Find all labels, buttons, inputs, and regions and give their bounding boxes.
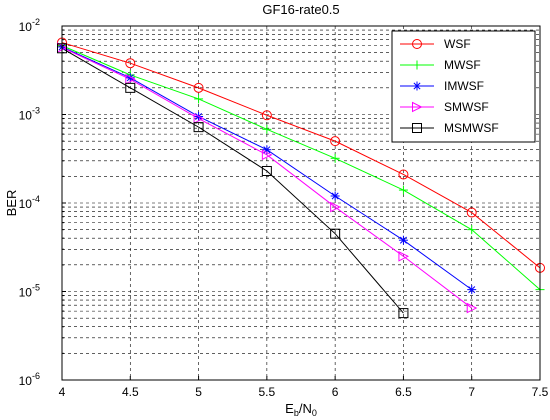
- marker-smwsf: [125, 73, 136, 85]
- marker-mwsf: [330, 153, 340, 163]
- legend-label: MSMWSF: [444, 121, 499, 135]
- legend-marker: [412, 123, 422, 133]
- chart-title: GF16-rate0.5: [262, 2, 339, 17]
- marker-mwsf: [467, 225, 477, 235]
- legend-label: SMWSF: [444, 100, 489, 114]
- x-axis-label-main: E: [285, 401, 294, 416]
- legend-entry-imwsf: IMWSF: [400, 79, 484, 93]
- marker-mwsf: [194, 94, 204, 104]
- marker-smwsf: [261, 149, 273, 161]
- marker-imwsf: [330, 191, 340, 201]
- series-line-mwsf: [61, 45, 541, 291]
- series-line-msmwsf: [61, 47, 404, 314]
- marker-wsf: [193, 82, 204, 93]
- x-axis-ticks: 4 4.5 5 5.5 6 6.5 7 7.5: [59, 376, 549, 399]
- legend-label: MWSF: [444, 58, 481, 72]
- legend-marker: [412, 39, 422, 49]
- x-tick-label: 7.5: [532, 385, 549, 399]
- x-tick-label: 6.5: [395, 385, 412, 399]
- legend-marker: [412, 60, 422, 70]
- y-tick-label: 10-6: [19, 371, 40, 388]
- x-axis-label-mid: /N: [299, 401, 312, 416]
- marker-msmwsf: [261, 165, 272, 176]
- marker-wsf: [398, 169, 409, 180]
- x-tick-label: 5: [195, 385, 202, 399]
- x-axis-label-sub2: 0: [312, 408, 317, 418]
- x-axis-label-sub1: b: [294, 408, 299, 418]
- x-tick-label: 5.5: [259, 385, 276, 399]
- marker-wsf: [261, 110, 272, 121]
- legend-label: IMWSF: [444, 79, 484, 93]
- marker-wsf: [330, 136, 341, 147]
- marker-msmwsf: [330, 228, 341, 239]
- legend-entry-mwsf: MWSF: [400, 58, 481, 72]
- legend-entry-wsf: WSF: [400, 37, 471, 51]
- marker-smwsf: [466, 302, 478, 314]
- x-tick-label: 4: [59, 385, 66, 399]
- legend-marker: [412, 81, 422, 91]
- x-tick-label: 4.5: [122, 385, 139, 399]
- marker-mwsf: [262, 124, 272, 134]
- marker-smwsf: [193, 113, 205, 124]
- y-tick-label: 10-2: [19, 17, 40, 34]
- marker-imwsf: [467, 285, 477, 295]
- marker-wsf: [125, 58, 136, 69]
- legend-entry-msmwsf: MSMWSF: [400, 121, 499, 135]
- y-tick-label: 10-5: [19, 283, 40, 300]
- x-tick-label: 7: [468, 385, 475, 399]
- legend-label: WSF: [444, 37, 471, 51]
- y-axis-ticks: 10-6 10-5 10-4 10-3 10-2: [19, 17, 66, 388]
- y-axis-label: BER: [4, 190, 19, 217]
- marker-msmwsf: [125, 82, 136, 93]
- series-markers: [57, 37, 545, 319]
- marker-imwsf: [125, 73, 135, 83]
- marker-imwsf: [398, 235, 408, 245]
- legend-marker: [412, 101, 423, 113]
- marker-smwsf: [398, 250, 410, 262]
- legend-entry-smwsf: SMWSF: [400, 100, 489, 114]
- x-tick-label: 6: [332, 385, 339, 399]
- legend: WSF MWSF IMWSF SMWSF MSMWSF: [391, 30, 536, 143]
- series-line-wsf: [61, 42, 541, 269]
- marker-wsf: [466, 207, 477, 218]
- marker-mwsf: [398, 185, 408, 195]
- marker-smwsf: [330, 201, 341, 213]
- y-tick-label: 10-4: [19, 194, 40, 211]
- x-axis-label: Eb/N0: [285, 401, 317, 418]
- marker-msmwsf: [193, 122, 204, 133]
- y-tick-label: 10-3: [19, 106, 40, 123]
- marker-msmwsf: [398, 308, 409, 319]
